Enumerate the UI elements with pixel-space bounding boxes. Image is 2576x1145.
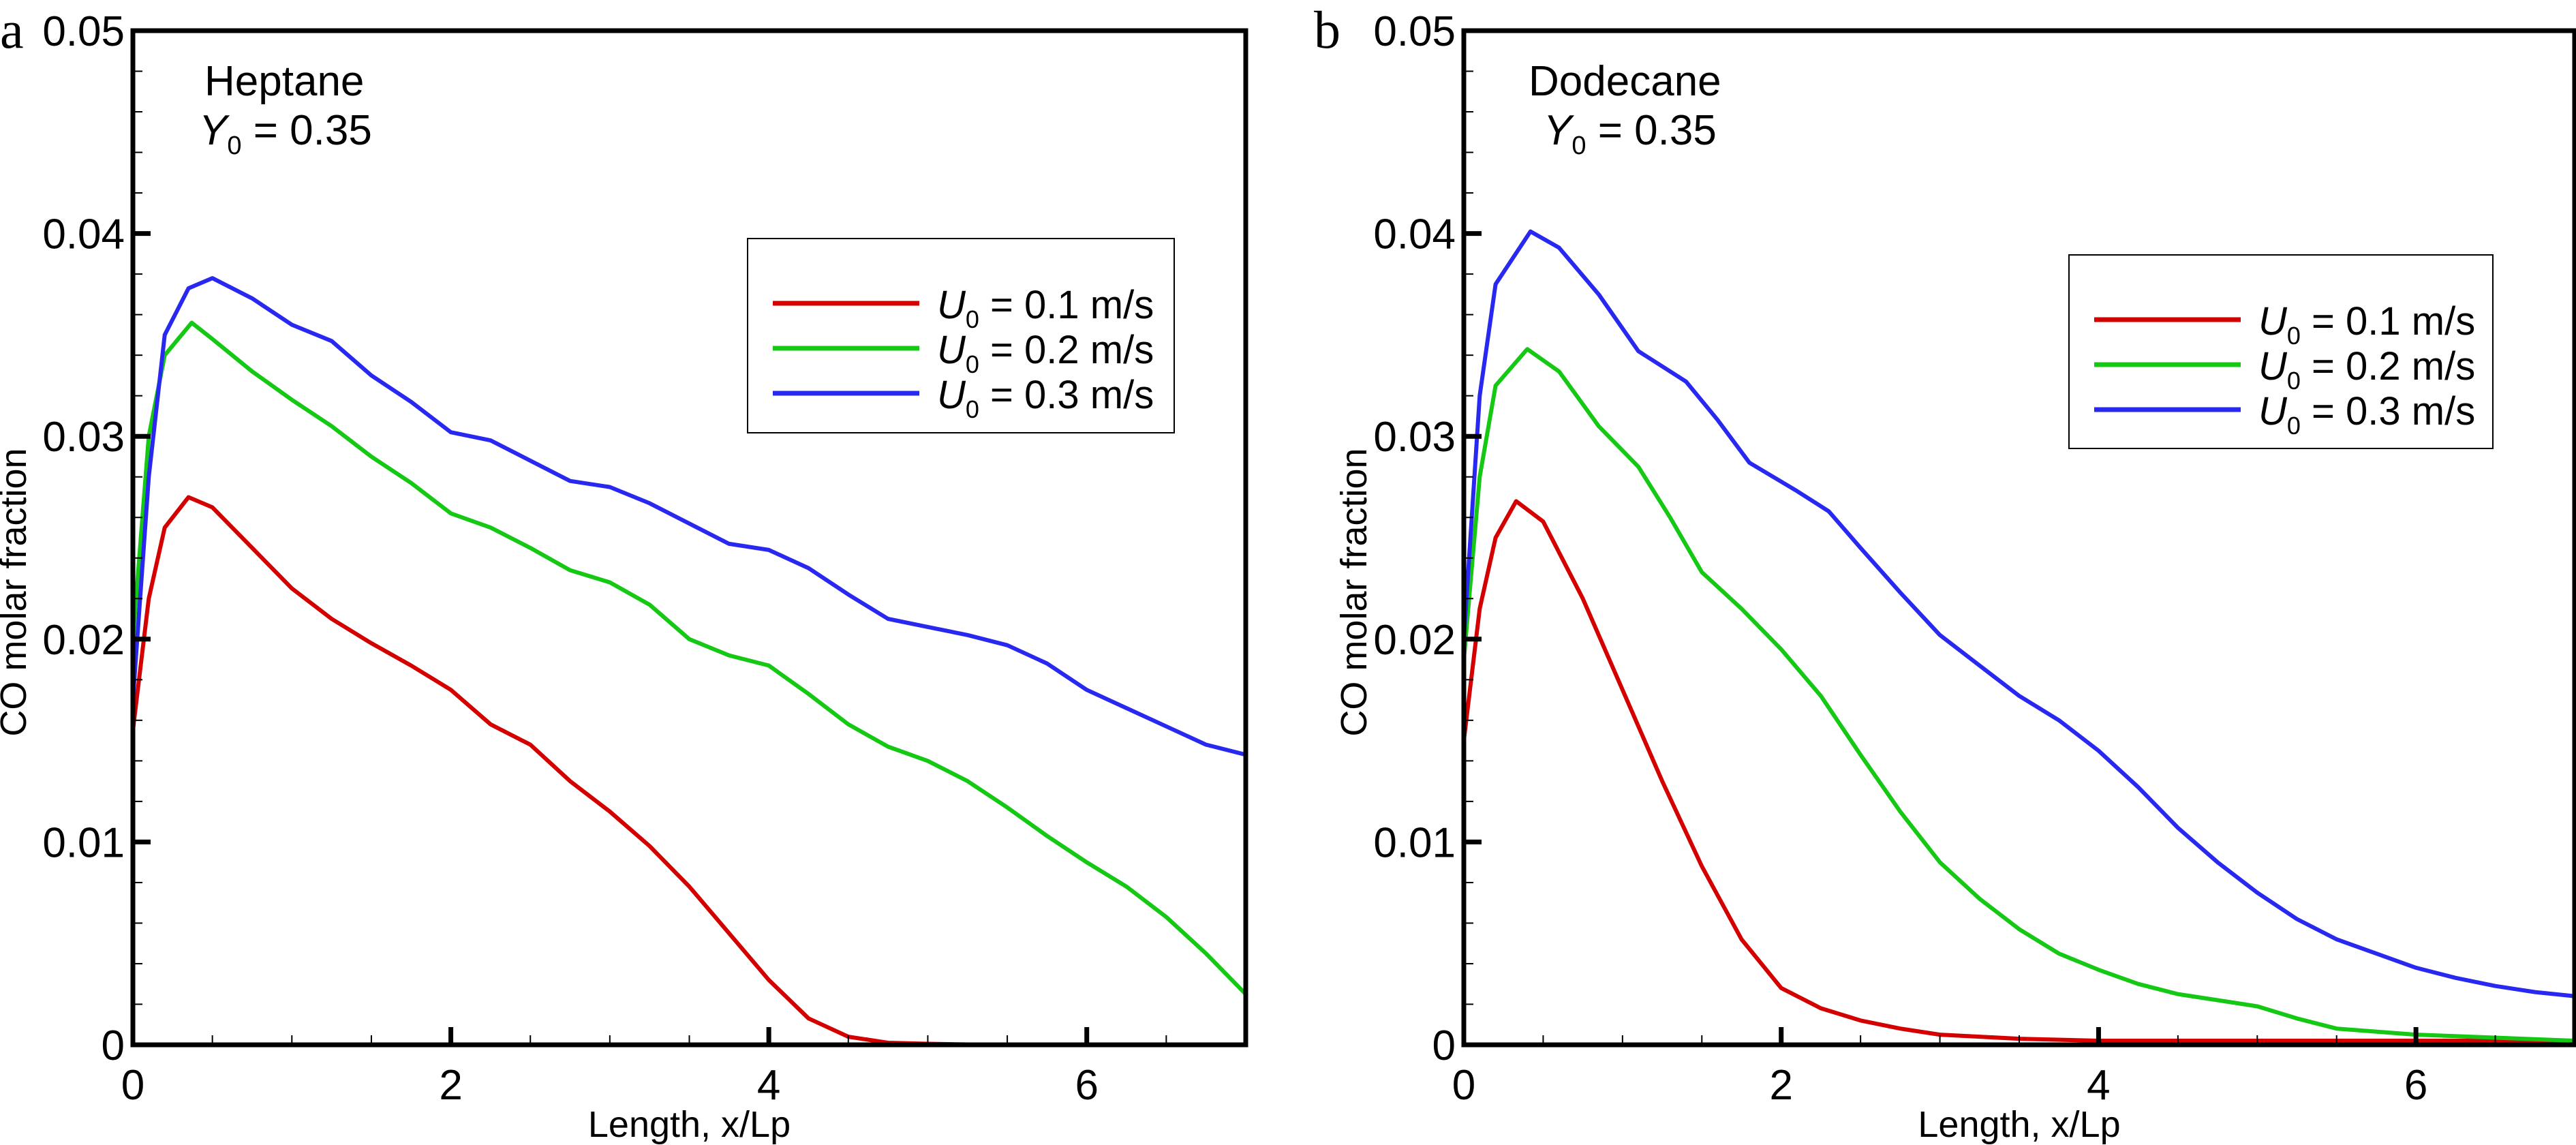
legend-box bbox=[2068, 254, 2494, 449]
series-line-1 bbox=[133, 495, 992, 1045]
x-axis-label: Length, x/Lp bbox=[1918, 1104, 2120, 1145]
legend-label-2: U0 = 0.2 m/s bbox=[2258, 344, 2475, 395]
legend-symbol: U bbox=[937, 328, 966, 372]
y0-symbol: Y bbox=[1544, 107, 1575, 154]
y0-annotation: Y0 = 0.35 bbox=[199, 107, 372, 160]
legend-subscript: 0 bbox=[966, 395, 979, 423]
y-tick-label: 0.04 bbox=[42, 211, 125, 258]
y-tick-label: 0.01 bbox=[1373, 819, 1456, 866]
y-tick-label: 0 bbox=[102, 1022, 125, 1069]
legend-text: = 0.2 m/s bbox=[2301, 344, 2475, 388]
plot-frame bbox=[1461, 28, 2576, 1048]
legend-symbol: U bbox=[937, 283, 966, 327]
legend-text: = 0.3 m/s bbox=[2301, 389, 2475, 433]
legend-symbol: U bbox=[2258, 389, 2288, 433]
legend-label-1: U0 = 0.1 m/s bbox=[2258, 299, 2475, 350]
y-tick-label: 0.02 bbox=[1373, 617, 1456, 664]
series-line-2 bbox=[133, 320, 1246, 996]
y-axis-label: CO molar fraction bbox=[0, 448, 34, 736]
y-tick-label: 0.03 bbox=[1373, 414, 1456, 461]
y0-subscript: 0 bbox=[1571, 132, 1586, 160]
y-tick-label: 0.04 bbox=[1373, 211, 1456, 258]
plot-frame bbox=[130, 28, 1248, 1048]
x-tick-label: 2 bbox=[439, 1062, 462, 1109]
legend: U0 = 0.1 m/sU0 = 0.2 m/sU0 = 0.3 m/s bbox=[2068, 254, 2494, 449]
legend-subscript: 0 bbox=[966, 305, 979, 333]
legend-text: = 0.1 m/s bbox=[979, 283, 1154, 327]
x-tick-label: 4 bbox=[2087, 1062, 2110, 1109]
y-tick-label: 0 bbox=[1432, 1022, 1456, 1069]
fuel-annotation: Heptane bbox=[204, 58, 364, 105]
y0-value: = 0.35 bbox=[1586, 107, 1717, 154]
x-tick-label: 2 bbox=[1769, 1062, 1792, 1109]
y-tick-label: 0.05 bbox=[1373, 8, 1456, 55]
y-tick-label: 0.03 bbox=[42, 414, 125, 461]
legend-label-3: U0 = 0.3 m/s bbox=[937, 373, 1154, 423]
y0-annotation: Y0 = 0.35 bbox=[1544, 107, 1717, 160]
panel-label: a bbox=[0, 0, 24, 59]
legend-text: = 0.3 m/s bbox=[979, 373, 1154, 417]
chart-panel-b: b 0 2 4 6 0 0.01 0.02 0.03 0.04 0.05 Length, x/Lp CO… bbox=[1314, 0, 2576, 1145]
legend-symbol: U bbox=[937, 373, 966, 417]
series-line-1 bbox=[1464, 499, 2575, 1043]
legend-subscript: 0 bbox=[2287, 322, 2301, 350]
fuel-annotation: Dodecane bbox=[1529, 58, 1721, 105]
series-line-3 bbox=[1464, 229, 2575, 998]
legend-label-2: U0 = 0.2 m/s bbox=[937, 328, 1154, 378]
x-tick-label: 0 bbox=[1452, 1062, 1475, 1109]
legend: U0 = 0.1 m/sU0 = 0.2 m/sU0 = 0.3 m/s bbox=[747, 238, 1175, 433]
y-tick-label: 0.05 bbox=[42, 8, 125, 55]
x-tick-label: 0 bbox=[121, 1062, 144, 1109]
y-tick-label: 0.01 bbox=[42, 819, 125, 866]
legend-text: = 0.1 m/s bbox=[2301, 299, 2475, 344]
y0-subscript: 0 bbox=[227, 132, 241, 160]
legend-symbol: U bbox=[2258, 344, 2288, 388]
legend-text: = 0.2 m/s bbox=[979, 328, 1154, 372]
y0-symbol: Y bbox=[199, 107, 230, 154]
y-tick-label: 0.02 bbox=[42, 617, 125, 664]
x-tick-label: 6 bbox=[2404, 1062, 2427, 1109]
legend-subscript: 0 bbox=[2287, 367, 2301, 395]
legend-subscript: 0 bbox=[2287, 412, 2301, 440]
panel-label: b bbox=[1314, 0, 1340, 59]
legend-box bbox=[747, 238, 1175, 433]
legend-subscript: 0 bbox=[966, 350, 979, 378]
series-line-3 bbox=[133, 276, 1246, 757]
y-axis-label: CO molar fraction bbox=[1334, 448, 1375, 736]
legend-label-3: U0 = 0.3 m/s bbox=[2258, 389, 2475, 440]
legend-label-1: U0 = 0.1 m/s bbox=[937, 283, 1154, 333]
y0-value: = 0.35 bbox=[242, 107, 372, 154]
x-tick-label: 6 bbox=[1075, 1062, 1098, 1109]
x-tick-label: 4 bbox=[757, 1062, 780, 1109]
x-axis-label: Length, x/Lp bbox=[588, 1104, 791, 1145]
series-line-2 bbox=[1464, 347, 2575, 1043]
legend-symbol: U bbox=[2258, 299, 2288, 344]
chart-panel-a: a 0 2 4 6 0 0.01 0.02 0.03 0.04 0.05 Length, x/Lp CO… bbox=[0, 0, 1248, 1145]
